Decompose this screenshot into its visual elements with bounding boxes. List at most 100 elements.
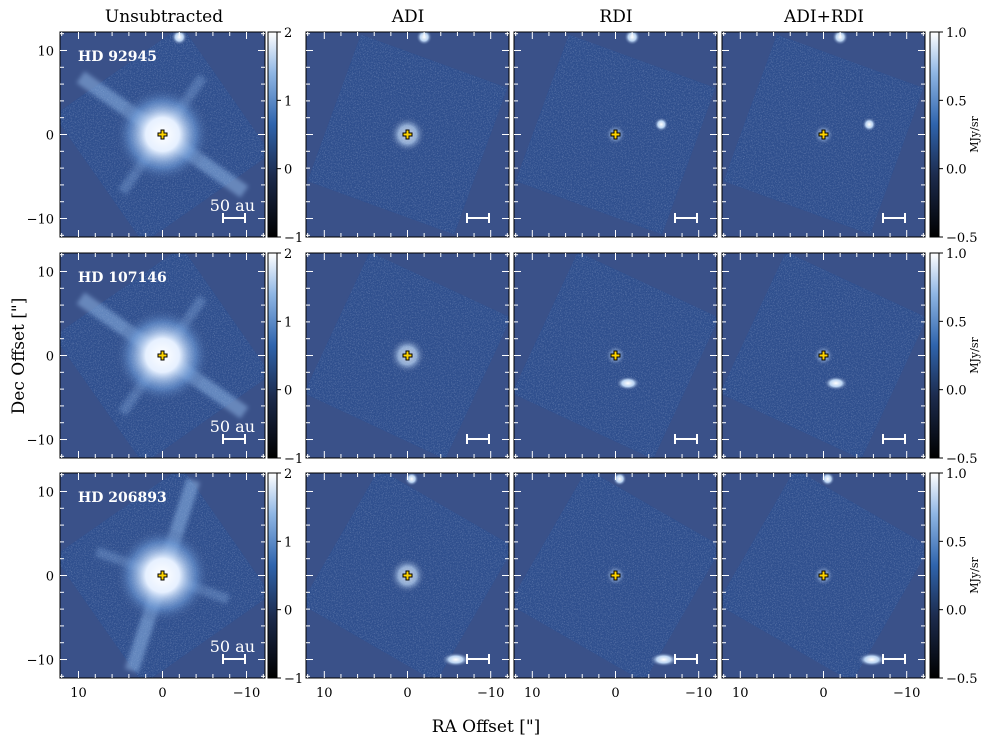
colorbar-tick-label: −1 bbox=[284, 672, 303, 687]
scale-bar bbox=[882, 434, 906, 444]
y-tick-label: −10 bbox=[27, 434, 54, 449]
colorbar-unsubtracted-r1: 2 1 0 −1 bbox=[267, 26, 303, 246]
colorbars: 2 1 0 −1 1.0 0.5 0.0 −0.5 MJy/sr 2 1 0 −1 1.0 0.5 0.0 −0… bbox=[267, 26, 981, 687]
background-source bbox=[832, 32, 849, 46]
star-position-marker bbox=[610, 350, 621, 361]
scale-bar bbox=[674, 213, 698, 223]
colorbar-tick-label: 0.5 bbox=[946, 535, 967, 550]
y-tick-label: −10 bbox=[27, 654, 54, 669]
panel-r3-c2: 10 0 −10 bbox=[305, 472, 510, 701]
star-name-label: HD 107146 bbox=[78, 270, 167, 286]
colorbar-tick-label: 1 bbox=[284, 535, 292, 550]
colorbar-tick-label: −0.5 bbox=[946, 231, 978, 246]
scale-bar bbox=[222, 434, 246, 444]
panel-r2-c1: 50 au HD 107146 10 0 −10 bbox=[27, 252, 266, 459]
colorbar-tick-label: −0.5 bbox=[946, 452, 978, 467]
y-tick-label: 0 bbox=[46, 570, 54, 585]
background-source bbox=[624, 32, 641, 46]
y-tick-label: 10 bbox=[37, 265, 54, 280]
colorbar-tick-label: 2 bbox=[284, 247, 292, 262]
colorbar-unit-label: MJy/sr bbox=[968, 337, 981, 374]
star-position-marker bbox=[402, 350, 413, 361]
background-source bbox=[416, 32, 433, 46]
x-tick-label: 0 bbox=[403, 686, 411, 701]
x-tick-label: −10 bbox=[233, 686, 260, 701]
star-position-marker bbox=[157, 570, 168, 581]
panel-r1-c3 bbox=[513, 31, 718, 238]
panel-ticks bbox=[514, 473, 717, 678]
colorbar-tick-label: −0.5 bbox=[946, 672, 978, 687]
colorbar-tick-label: 0.0 bbox=[946, 163, 967, 178]
panel-ticks bbox=[60, 32, 265, 237]
x-tick-label: 0 bbox=[158, 686, 166, 701]
scale-bar bbox=[222, 213, 246, 223]
background-source bbox=[441, 652, 470, 667]
panel-ticks bbox=[60, 473, 265, 678]
star-position-marker bbox=[818, 350, 829, 361]
scale-bar bbox=[674, 434, 698, 444]
scale-bar-label: 50 au bbox=[210, 637, 255, 656]
colorbar-processed-r2: 1.0 0.5 0.0 −0.5 MJy/sr bbox=[929, 247, 981, 467]
y-tick-label: 0 bbox=[46, 350, 54, 365]
star-position-marker bbox=[610, 570, 621, 581]
column-header-adi-rdi: ADI+RDI bbox=[783, 7, 864, 27]
star-position-marker bbox=[157, 129, 168, 140]
x-tick-label: 10 bbox=[316, 686, 333, 701]
x-tick-label: 10 bbox=[524, 686, 541, 701]
colorbar-tick-label: −1 bbox=[284, 231, 303, 246]
star-name-label: HD 92945 bbox=[78, 49, 157, 65]
colorbar-tick-label: 1 bbox=[284, 315, 292, 330]
panel-r3-c4: 10 0 −10 bbox=[721, 472, 926, 701]
scale-bar bbox=[222, 654, 246, 664]
panel-ticks bbox=[306, 32, 509, 237]
colorbar-tick-label: 2 bbox=[284, 26, 292, 41]
y-tick-label: 10 bbox=[37, 44, 54, 59]
column-header-rdi: RDI bbox=[599, 7, 632, 27]
star-name-label: HD 206893 bbox=[78, 490, 167, 506]
star-position-marker bbox=[402, 129, 413, 140]
background-source bbox=[857, 652, 886, 667]
panel-r2-c3 bbox=[513, 252, 718, 459]
x-tick-label: −10 bbox=[893, 686, 920, 701]
colorbar-tick-label: 0 bbox=[284, 384, 292, 399]
background-source bbox=[612, 473, 627, 486]
star-position-marker bbox=[818, 129, 829, 140]
background-source bbox=[615, 376, 640, 391]
x-tick-label: 0 bbox=[611, 686, 619, 701]
background-source bbox=[649, 652, 678, 667]
scale-bar bbox=[882, 654, 906, 664]
colorbar-unsubtracted-r2: 2 1 0 −1 bbox=[267, 247, 303, 467]
colorbar-tick-label: 0.5 bbox=[946, 94, 967, 109]
panel-ticks bbox=[60, 253, 265, 458]
background-source bbox=[171, 32, 188, 46]
colorbar-tick-label: 0 bbox=[284, 604, 292, 619]
background-source bbox=[654, 117, 669, 132]
scale-bar bbox=[674, 654, 698, 664]
background-source bbox=[404, 473, 419, 486]
column-header-adi: ADI bbox=[391, 7, 425, 27]
panel-r3-c1: 50 au HD 206893 10 0 −10 10 0 −10 bbox=[27, 472, 266, 701]
colorbar-tick-label: 1.0 bbox=[946, 467, 967, 482]
colorbar-tick-label: 1 bbox=[284, 94, 292, 109]
panel-ticks bbox=[722, 32, 925, 237]
colorbar-tick-label: 0.5 bbox=[946, 315, 967, 330]
colorbar-unit-label: MJy/sr bbox=[968, 116, 981, 153]
colorbar-tick-label: −1 bbox=[284, 452, 303, 467]
x-tick-label: −10 bbox=[477, 686, 504, 701]
panel-r1-c2 bbox=[305, 31, 510, 238]
colorbar-tick-label: 0.0 bbox=[946, 604, 967, 619]
panel-ticks bbox=[514, 32, 717, 237]
y-tick-label: −10 bbox=[27, 213, 54, 228]
panel-r1-c1: 50 au HD 92945 10 0 −10 bbox=[27, 31, 266, 238]
colorbar-processed-r3: 1.0 0.5 0.0 −0.5 MJy/sr bbox=[929, 467, 981, 687]
star-position-marker bbox=[818, 570, 829, 581]
panel-ticks bbox=[722, 473, 925, 678]
y-tick-label: 10 bbox=[37, 485, 54, 500]
scale-bar bbox=[466, 654, 490, 664]
colorbar-unsubtracted-r3: 2 1 0 −1 bbox=[267, 467, 303, 687]
colorbar-tick-label: 0.0 bbox=[946, 384, 967, 399]
panel-ticks bbox=[514, 253, 717, 458]
panel-r1-c4 bbox=[721, 31, 926, 238]
